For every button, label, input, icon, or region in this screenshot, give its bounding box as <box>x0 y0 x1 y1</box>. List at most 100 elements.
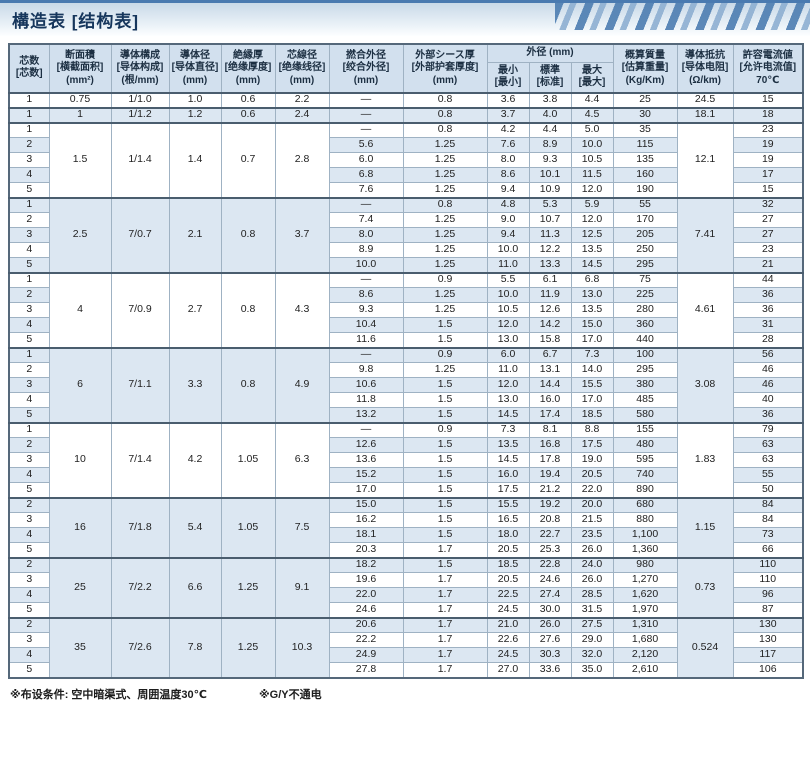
conductor-cell: 1/1.0 <box>110 91 170 108</box>
cores-cell: 3 <box>8 632 50 648</box>
current-cell: 23 <box>732 242 804 258</box>
table-row: 3 16.2 1.5 16.5 20.8 21.5 880 84 <box>8 512 804 528</box>
sheath-cell: 1.25 <box>402 182 488 198</box>
od-std-cell: 9.3 <box>528 152 572 168</box>
area-cell: 1 <box>48 106 112 123</box>
od-std-cell: 11.9 <box>528 287 572 303</box>
sheath-cell: 1.25 <box>402 212 488 228</box>
table-row: 1 4 7/0.9 2.7 0.8 4.3—0.9 5.5 6.1 6.8 75 4.61 44 <box>8 271 804 348</box>
twist-od-cell: 9.8 <box>328 362 404 378</box>
od-max-cell: 19.0 <box>570 452 614 468</box>
core-dia-cell: 4.3 <box>274 271 330 348</box>
od-min-cell: 16.5 <box>486 512 530 528</box>
mass-cell: 160 <box>612 167 678 183</box>
mass-cell: 360 <box>612 317 678 333</box>
od-std-cell: 12.2 <box>528 242 572 258</box>
od-min-cell: 13.0 <box>486 332 530 348</box>
twist-od-cell: 11.8 <box>328 392 404 408</box>
insulation-cell: 1.25 <box>220 616 276 678</box>
sheath-cell: 1.7 <box>402 632 488 648</box>
sheath-cell: 1.5 <box>402 496 488 513</box>
od-std-cell: 19.4 <box>528 467 572 483</box>
mass-cell: 980 <box>612 556 678 573</box>
footer-notes: ※布设条件: 空中暗渠式、周囲温度30℃ ※G/Y不通电 <box>0 686 810 702</box>
cores-cell: 4 <box>8 467 50 483</box>
current-cell: 36 <box>732 302 804 318</box>
current-cell: 36 <box>732 407 804 423</box>
od-min-cell: 20.5 <box>486 542 530 558</box>
current-cell: 19 <box>732 137 804 153</box>
od-min-cell: 27.0 <box>486 662 530 678</box>
mass-cell: 100 <box>612 346 678 363</box>
od-std-cell: 3.8 <box>528 91 572 108</box>
structure-table-head: 芯数 [芯数] 断面積 [横截面积] (mm²) 導体構成 [导体构成] (根/mm… <box>8 43 804 93</box>
conductor-dia-cell: 1.4 <box>168 121 222 198</box>
table-row: 1 0.75 1/1.0 1.0 0.6 2.2—0.8 3.6 3.8 4.4 25 24.5 15 <box>8 91 804 108</box>
od-std-cell: 30.0 <box>528 602 572 618</box>
col-header-outer-diameter: 外径 (mm) <box>486 43 614 63</box>
sheath-cell: 0.9 <box>402 346 488 363</box>
cores-cell: 3 <box>8 227 50 243</box>
conductor-cell: 7/2.2 <box>110 556 170 618</box>
mass-cell: 155 <box>612 421 678 438</box>
od-min-cell: 9.4 <box>486 182 530 198</box>
od-std-cell: 14.2 <box>528 317 572 333</box>
od-max-cell: 15.5 <box>570 377 614 393</box>
od-max-cell: 32.0 <box>570 647 614 663</box>
sheath-cell: 1.5 <box>402 377 488 393</box>
current-cell: 55 <box>732 467 804 483</box>
od-std-cell: 27.6 <box>528 632 572 648</box>
sheath-cell: 1.7 <box>402 602 488 618</box>
insulation-cell: 0.6 <box>220 91 276 108</box>
sheath-cell: 1.25 <box>402 287 488 303</box>
table-row: 2 5.6 1.25 7.6 8.9 10.0 115 19 <box>8 137 804 153</box>
od-max-cell: 12.0 <box>570 212 614 228</box>
od-std-cell: 26.0 <box>528 616 572 633</box>
table-row: 1 6 7/1.1 3.3 0.8 4.9—0.9 6.0 6.7 7.3 100 3.08 56 <box>8 346 804 423</box>
cores-cell: 4 <box>8 392 50 408</box>
gy-note: ※G/Y不通电 <box>258 688 322 701</box>
od-min-cell: 12.0 <box>486 317 530 333</box>
twist-od-cell: 24.9 <box>328 647 404 663</box>
twist-od-cell: 8.6 <box>328 287 404 303</box>
table-row: 5 7.6 1.25 9.4 10.9 12.0 190 15 <box>8 182 804 198</box>
area-cell: 2.5 <box>48 196 112 273</box>
current-cell: 63 <box>732 437 804 453</box>
mass-cell: 485 <box>612 392 678 408</box>
sheath-cell: 1.5 <box>402 512 488 528</box>
od-min-cell: 14.5 <box>486 407 530 423</box>
cores-cell: 3 <box>8 302 50 318</box>
cores-cell: 2 <box>8 287 50 303</box>
core-dia-cell: 6.3 <box>274 421 330 498</box>
od-max-cell: 20.0 <box>570 496 614 513</box>
sheath-cell: 0.9 <box>402 271 488 288</box>
mass-cell: 1,620 <box>612 587 678 603</box>
current-cell: 27 <box>732 212 804 228</box>
mass-cell: 190 <box>612 182 678 198</box>
mass-cell: 1,680 <box>612 632 678 648</box>
table-row: 2 16 7/1.8 5.4 1.05 7.5 15.0 1.5 15.5 19.2 20.0 680… <box>8 496 804 558</box>
twist-od-cell: 7.4 <box>328 212 404 228</box>
table-row: 3 10.6 1.5 12.0 14.4 15.5 380 46 <box>8 377 804 393</box>
mass-cell: 480 <box>612 437 678 453</box>
od-min-cell: 24.5 <box>486 602 530 618</box>
current-cell: 66 <box>732 542 804 558</box>
sheath-cell: 1.25 <box>402 257 488 273</box>
od-max-cell: 5.0 <box>570 121 614 138</box>
title-band: 構造表 [结构表] <box>0 0 810 36</box>
cores-cell: 4 <box>8 317 50 333</box>
mass-cell: 1,360 <box>612 542 678 558</box>
resistance-cell: 18.1 <box>676 106 734 123</box>
conductor-cell: 7/1.4 <box>110 421 170 498</box>
od-max-cell: 18.5 <box>570 407 614 423</box>
twist-od-cell: 8.9 <box>328 242 404 258</box>
table-row: 1 1.5 1/1.4 1.4 0.7 2.8—0.8 4.2 4.4 5.0 35 12.1 23 <box>8 121 804 198</box>
od-std-cell: 10.9 <box>528 182 572 198</box>
current-cell: 46 <box>732 362 804 378</box>
mass-cell: 205 <box>612 227 678 243</box>
mass-cell: 1,310 <box>612 616 678 633</box>
twist-od-cell: 24.6 <box>328 602 404 618</box>
od-max-cell: 11.5 <box>570 167 614 183</box>
cores-cell: 2 <box>8 437 50 453</box>
cores-cell: 2 <box>8 556 50 573</box>
